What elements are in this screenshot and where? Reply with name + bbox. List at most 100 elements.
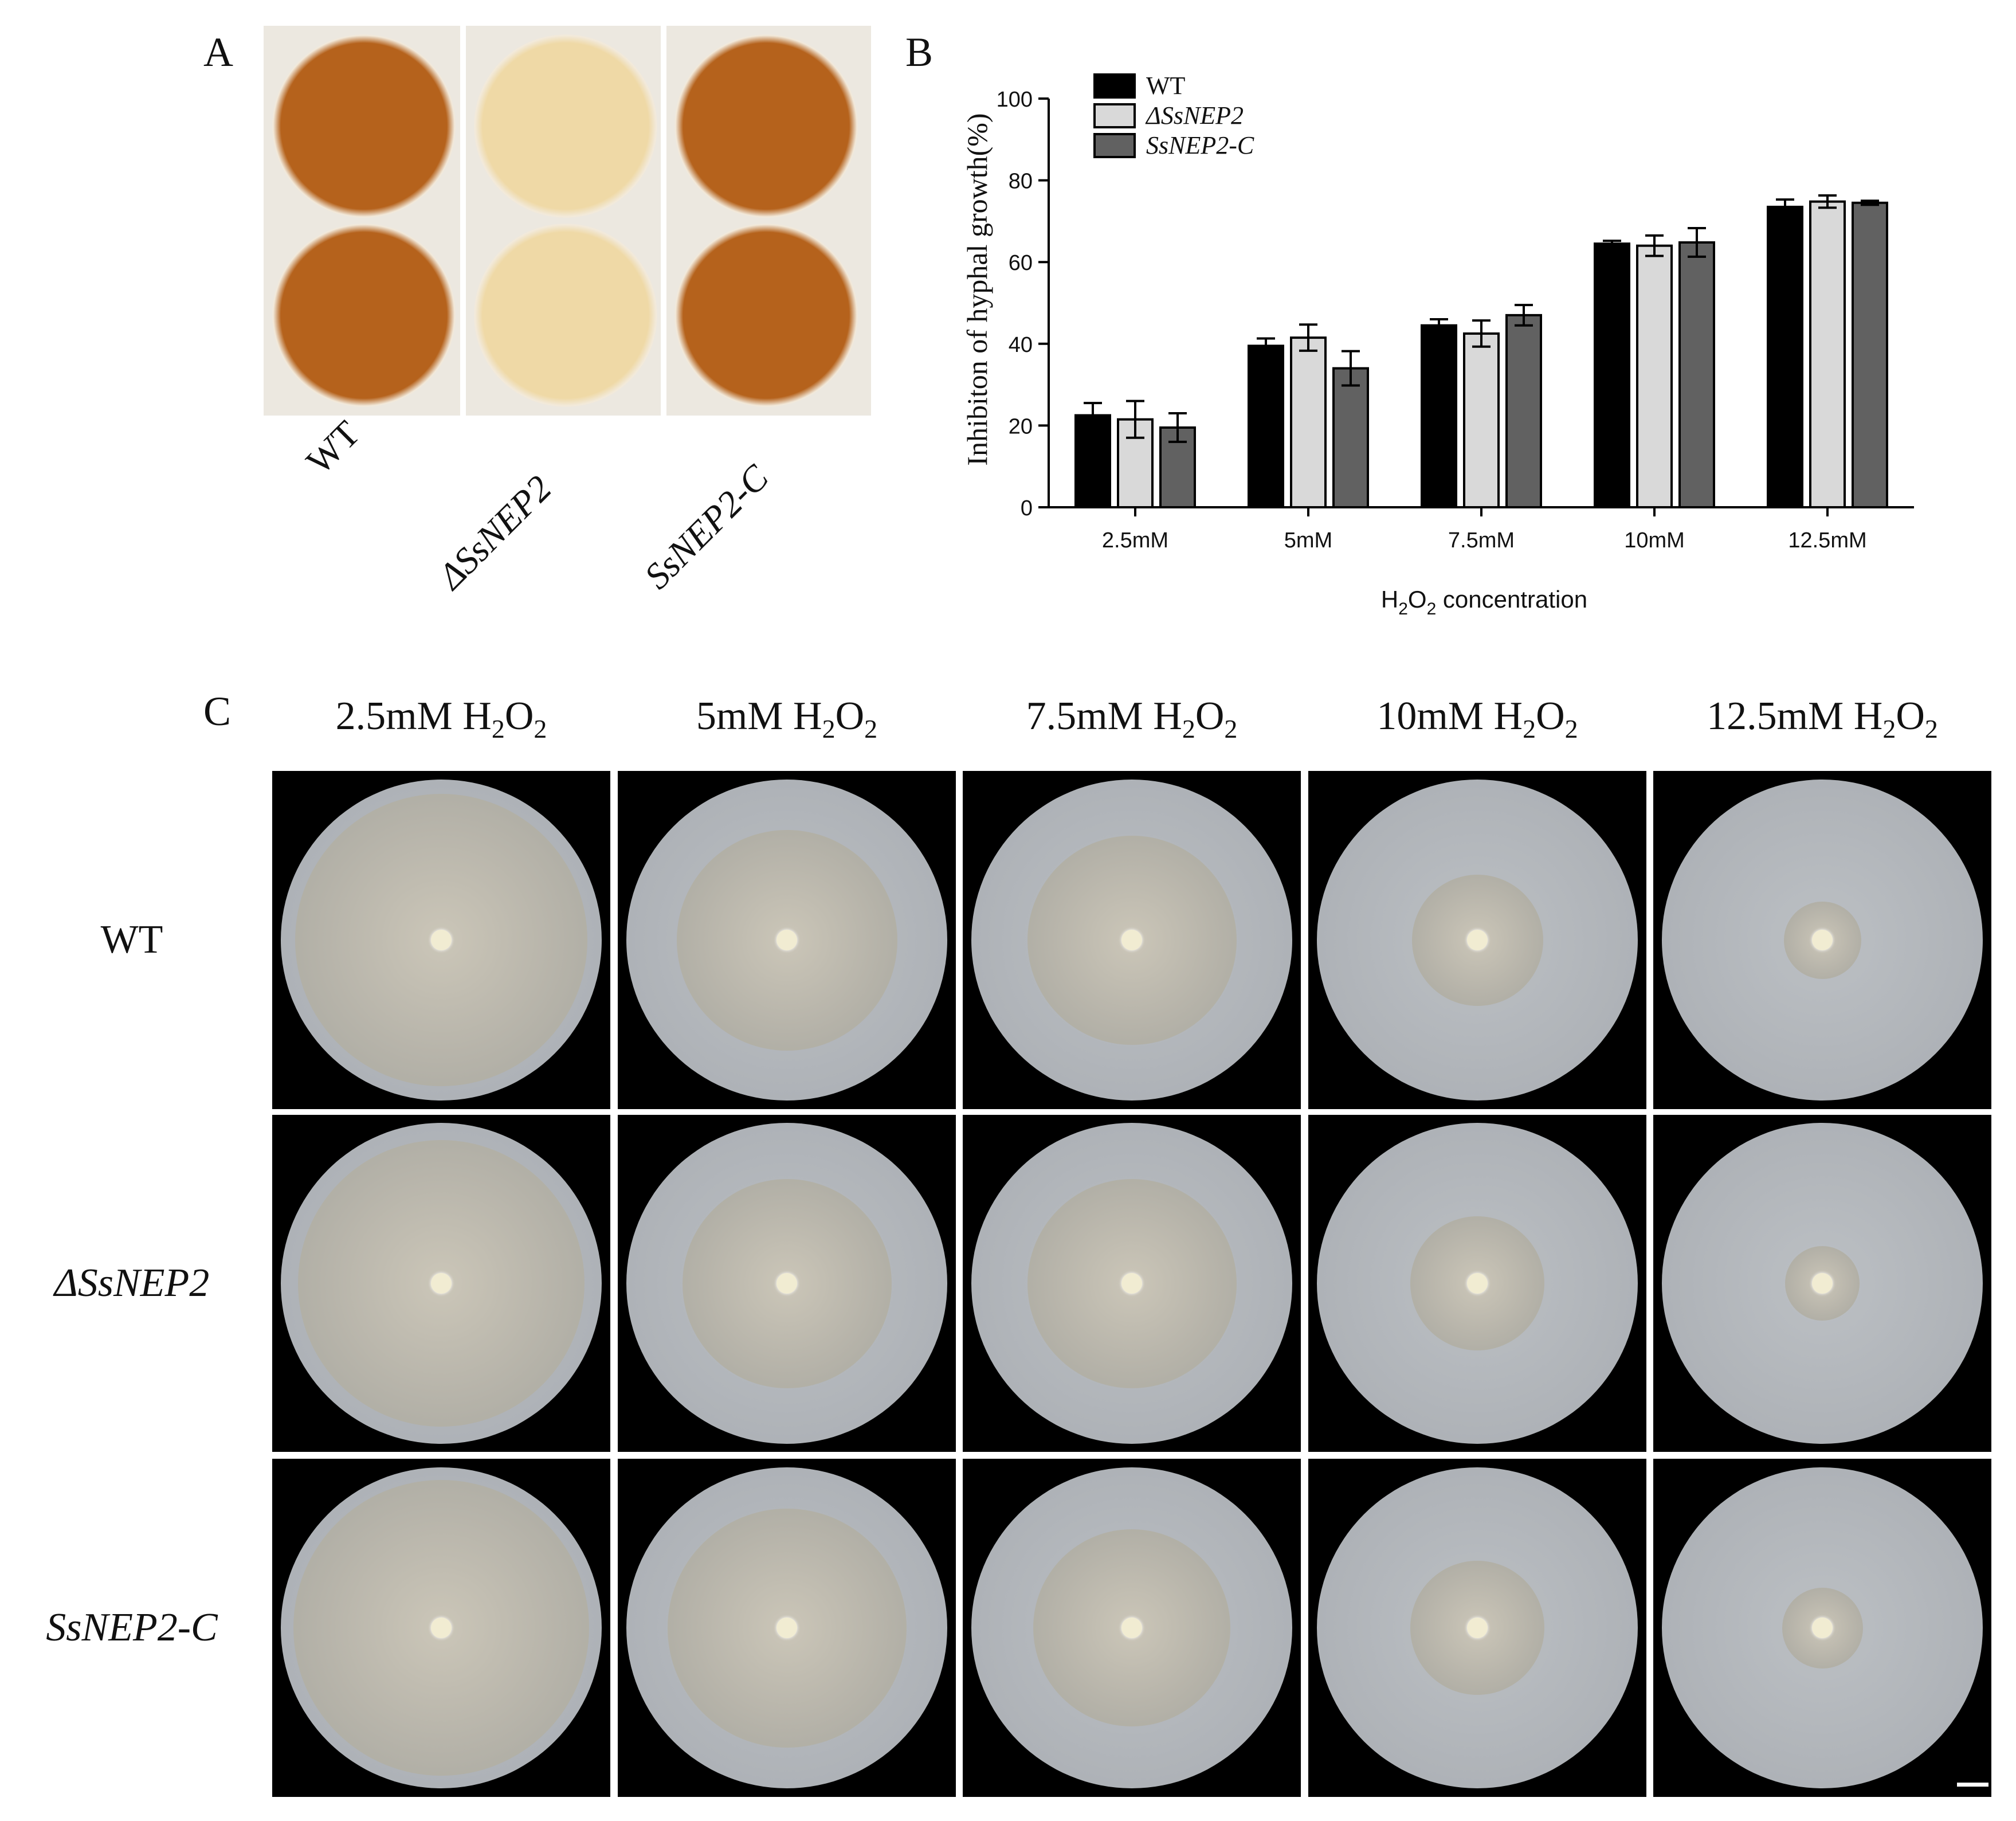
- mycelial-plug: [1467, 1273, 1488, 1294]
- petri-dish: [971, 1123, 1292, 1444]
- mycelial-plug: [776, 930, 797, 950]
- mycelial-plug: [1467, 930, 1488, 950]
- column-header: 5mM H2O2: [696, 694, 878, 743]
- petri-dish-photo: [963, 1459, 1301, 1797]
- panel-c-letter: C: [203, 688, 232, 734]
- y-tick-label: 0: [1021, 496, 1033, 520]
- mycelial-plug: [1121, 1618, 1142, 1638]
- well: [272, 34, 456, 218]
- bar: [1421, 324, 1457, 508]
- well: [474, 34, 657, 218]
- bar: [1505, 314, 1542, 508]
- petri-dish: [1662, 780, 1983, 1101]
- mycelial-plug: [1121, 930, 1142, 950]
- row-label: ΔSsNEP2: [54, 1261, 210, 1305]
- panel-a-letter: A: [203, 29, 233, 75]
- petri-dish-photo: [618, 1115, 956, 1452]
- petri-dish: [626, 1123, 947, 1444]
- scale-bar: [1957, 1783, 1988, 1787]
- column-header: 7.5mM H2O2: [1026, 694, 1238, 743]
- petri-dish-photo: [963, 771, 1301, 1109]
- petri-dish: [971, 780, 1292, 1101]
- bar: [1117, 418, 1154, 509]
- petri-dish-photo: [618, 1459, 956, 1797]
- well-plate-photo: [264, 26, 871, 416]
- petri-dish: [1662, 1123, 1983, 1444]
- x-tick-label: 12.5mM: [1788, 528, 1866, 553]
- petri-dish: [281, 1467, 602, 1788]
- bar: [1636, 244, 1673, 508]
- legend-swatch: [1093, 73, 1136, 99]
- y-tick-label: 100: [997, 88, 1033, 112]
- petri-dish: [1317, 1467, 1638, 1788]
- x-tick-label: 10mM: [1624, 528, 1685, 553]
- mycelial-plug: [431, 1273, 452, 1294]
- petri-dish-photo: [1308, 1459, 1646, 1797]
- y-tick-label: 80: [1009, 170, 1033, 194]
- petri-dish: [1317, 780, 1638, 1101]
- petri-dish: [281, 1123, 602, 1444]
- bar: [1332, 367, 1369, 509]
- legend-swatch: [1093, 103, 1136, 128]
- x-tick-label: 7.5mM: [1448, 528, 1515, 553]
- petri-dish-photo: [1308, 1115, 1646, 1452]
- petri-dish-photo: [1308, 771, 1646, 1109]
- x-tick-label: 2.5mM: [1102, 528, 1168, 553]
- legend-label: ΔSsNEP2: [1145, 101, 1244, 130]
- mycelial-plug: [431, 1618, 452, 1638]
- petri-dish-photo: [1653, 771, 1991, 1109]
- panel-a-label-complement: SsNEP2-C: [636, 457, 776, 597]
- mycelial-plug: [1121, 1273, 1142, 1294]
- panel-a-label-wt: WT: [298, 413, 368, 482]
- well: [674, 224, 858, 407]
- bar: [1852, 201, 1888, 508]
- x-tick-label: 5mM: [1284, 528, 1332, 553]
- bar: [1594, 242, 1630, 508]
- petri-dish: [1317, 1123, 1638, 1444]
- photo-divider: [661, 26, 666, 416]
- mycelial-plug: [431, 930, 452, 950]
- petri-dish: [281, 780, 602, 1101]
- row-label: SsNEP2-C: [46, 1605, 218, 1650]
- petri-dish-photo: [618, 771, 956, 1109]
- bar: [1248, 344, 1284, 508]
- petri-dish-photo: [1653, 1115, 1991, 1452]
- petri-dish: [971, 1467, 1292, 1788]
- photo-divider: [460, 26, 466, 416]
- y-tick-label: 20: [1009, 414, 1033, 438]
- well: [272, 224, 456, 407]
- legend-swatch: [1093, 133, 1136, 158]
- legend-label: WT: [1146, 72, 1186, 100]
- petri-dish-photo: [272, 771, 610, 1109]
- bar: [1767, 205, 1803, 508]
- mycelial-plug: [1467, 1618, 1488, 1638]
- mycelial-plug: [1812, 1273, 1833, 1294]
- y-tick-label: 60: [1009, 251, 1033, 275]
- panel-a-label-mutant: ΔSsNEP2: [430, 467, 559, 597]
- row-label: WT: [100, 918, 163, 962]
- panel-b-letter: B: [905, 29, 934, 75]
- bar: [1678, 241, 1715, 508]
- column-header: 2.5mM H2O2: [335, 694, 547, 743]
- petri-dish-photo: [963, 1115, 1301, 1452]
- column-header: 12.5mM H2O2: [1707, 694, 1938, 743]
- petri-dish-photo: [272, 1115, 610, 1452]
- bar: [1074, 414, 1111, 509]
- bar: [1809, 200, 1846, 508]
- y-tick-label: 40: [1009, 333, 1033, 357]
- petri-dish: [1662, 1467, 1983, 1788]
- petri-dish-photo: [1653, 1459, 1991, 1797]
- y-axis-label: Inhibiton of hyphal growth(%): [961, 113, 993, 465]
- petri-dish: [626, 780, 947, 1101]
- petri-dish: [626, 1467, 947, 1788]
- mycelial-plug: [1812, 930, 1833, 950]
- bar: [1290, 336, 1327, 508]
- column-header: 10mM H2O2: [1376, 694, 1578, 743]
- mycelial-plug: [776, 1618, 797, 1638]
- bar-chart: 0 20 40 60 80 100 2.5mM 5mM 7.5mM 10mM 12.5mM WTΔS…: [961, 72, 1914, 618]
- mycelial-plug: [1812, 1618, 1833, 1638]
- petri-dish-photo: [272, 1459, 610, 1797]
- legend-label: SsNEP2-C: [1146, 131, 1254, 159]
- mycelial-plug: [776, 1273, 797, 1294]
- bar: [1463, 332, 1500, 508]
